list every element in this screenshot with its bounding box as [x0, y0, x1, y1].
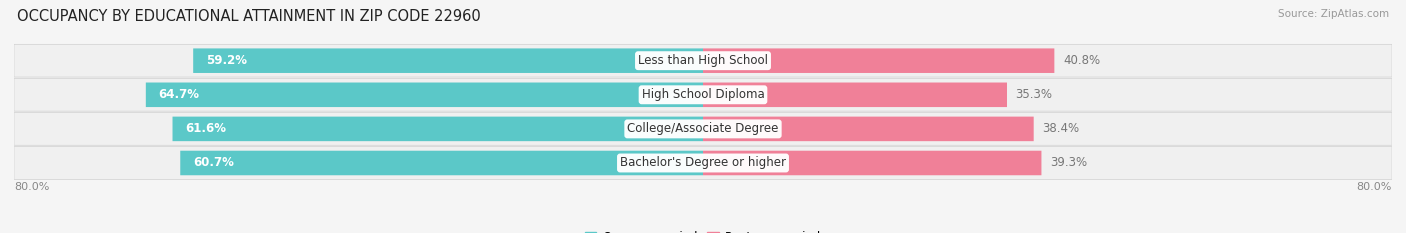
- FancyBboxPatch shape: [703, 82, 1007, 107]
- Text: 80.0%: 80.0%: [14, 182, 49, 192]
- FancyBboxPatch shape: [180, 151, 703, 175]
- Text: 38.4%: 38.4%: [1042, 122, 1080, 135]
- Text: 39.3%: 39.3%: [1050, 157, 1087, 169]
- FancyBboxPatch shape: [193, 48, 703, 73]
- Text: Less than High School: Less than High School: [638, 54, 768, 67]
- FancyBboxPatch shape: [14, 79, 1392, 111]
- FancyBboxPatch shape: [14, 44, 1392, 77]
- Text: 59.2%: 59.2%: [207, 54, 247, 67]
- FancyBboxPatch shape: [703, 116, 1033, 141]
- Legend: Owner-occupied, Renter-occupied: Owner-occupied, Renter-occupied: [579, 226, 827, 233]
- FancyBboxPatch shape: [146, 82, 703, 107]
- FancyBboxPatch shape: [173, 116, 703, 141]
- Text: College/Associate Degree: College/Associate Degree: [627, 122, 779, 135]
- FancyBboxPatch shape: [703, 48, 1054, 73]
- Text: OCCUPANCY BY EDUCATIONAL ATTAINMENT IN ZIP CODE 22960: OCCUPANCY BY EDUCATIONAL ATTAINMENT IN Z…: [17, 9, 481, 24]
- FancyBboxPatch shape: [14, 113, 1392, 145]
- Text: 64.7%: 64.7%: [159, 88, 200, 101]
- Text: Source: ZipAtlas.com: Source: ZipAtlas.com: [1278, 9, 1389, 19]
- Text: 61.6%: 61.6%: [186, 122, 226, 135]
- Text: 60.7%: 60.7%: [193, 157, 233, 169]
- Text: 35.3%: 35.3%: [1015, 88, 1053, 101]
- Text: Bachelor's Degree or higher: Bachelor's Degree or higher: [620, 157, 786, 169]
- Text: 80.0%: 80.0%: [1357, 182, 1392, 192]
- FancyBboxPatch shape: [703, 151, 1042, 175]
- FancyBboxPatch shape: [14, 147, 1392, 179]
- Text: 40.8%: 40.8%: [1063, 54, 1099, 67]
- Text: High School Diploma: High School Diploma: [641, 88, 765, 101]
